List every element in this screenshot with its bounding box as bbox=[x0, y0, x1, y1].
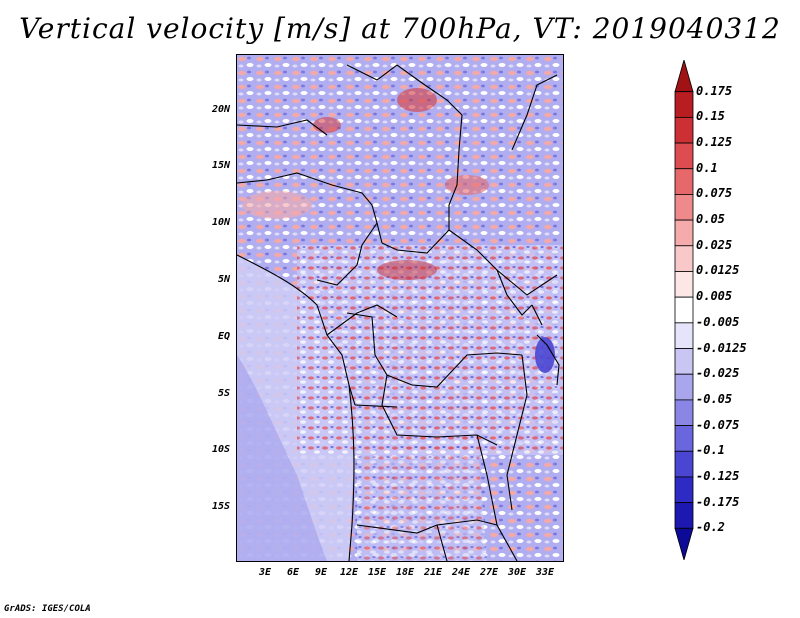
colorbar-label: -0.125 bbox=[696, 468, 740, 483]
colorbar-label: -0.0125 bbox=[696, 340, 747, 355]
colorbar-swatch bbox=[674, 271, 694, 298]
colorbar-top-arrow bbox=[674, 60, 694, 93]
colorbar-label: 0.15 bbox=[696, 109, 725, 124]
lat-label: 15S bbox=[211, 501, 230, 512]
colorbar-swatch bbox=[674, 168, 694, 195]
colorbar-label: 0.175 bbox=[696, 83, 733, 98]
colorbar-swatch bbox=[674, 194, 694, 221]
lon-label: 6E bbox=[286, 567, 300, 578]
colorbar-label: 0.05 bbox=[696, 212, 725, 227]
colorbar-label: 0.075 bbox=[696, 186, 733, 201]
lat-label: 10N bbox=[211, 217, 230, 228]
credit-text: GrADS: IGES/COLA bbox=[4, 604, 91, 614]
velocity-field bbox=[237, 55, 563, 561]
colorbar-swatch bbox=[674, 91, 694, 118]
lat-label: 15N bbox=[211, 160, 230, 171]
colorbar-bottom-arrow bbox=[674, 527, 694, 560]
lat-label: EQ bbox=[217, 331, 230, 342]
colorbar-label: 0.1 bbox=[696, 160, 718, 175]
colorbar-swatch bbox=[674, 296, 694, 324]
colorbar-swatch bbox=[674, 450, 694, 478]
colorbar-swatch bbox=[674, 399, 694, 426]
colorbar bbox=[674, 60, 694, 560]
colorbar-swatch bbox=[674, 142, 694, 170]
colorbar-swatch bbox=[674, 502, 694, 529]
colorbar-label: -0.075 bbox=[696, 417, 740, 432]
colorbar-label: -0.1 bbox=[696, 443, 725, 458]
colorbar-label: -0.025 bbox=[696, 366, 740, 381]
lon-label: 12E bbox=[339, 567, 359, 578]
colorbar-swatch bbox=[674, 322, 694, 349]
colorbar-label: 0.025 bbox=[696, 237, 733, 252]
country-boundaries bbox=[237, 64, 560, 561]
colorbar-swatch bbox=[674, 348, 694, 375]
lat-label: 20N bbox=[211, 104, 230, 115]
colorbar-label: 0.125 bbox=[696, 135, 733, 150]
lon-label: 27E bbox=[479, 567, 499, 578]
colorbar-swatch bbox=[674, 476, 694, 504]
colorbar-swatch bbox=[674, 373, 694, 401]
map-panel bbox=[236, 54, 564, 562]
lat-label: 5N bbox=[217, 274, 230, 285]
colorbar-label: -0.005 bbox=[696, 314, 740, 329]
colorbar-swatch bbox=[674, 116, 694, 144]
lon-label: 9E bbox=[314, 567, 328, 578]
lon-label: 15E bbox=[367, 567, 387, 578]
colorbar-label: 0.0125 bbox=[696, 263, 740, 278]
colorbar-label: 0.005 bbox=[696, 289, 733, 304]
lon-label: 24E bbox=[451, 567, 471, 578]
lat-label: 10S bbox=[211, 444, 230, 455]
chart-title: Vertical velocity [m/s] at 700hPa, VT: 2… bbox=[19, 12, 781, 45]
colorbar-swatch bbox=[674, 219, 694, 247]
colorbar-label: -0.175 bbox=[696, 494, 740, 509]
lon-label: 3E bbox=[258, 567, 272, 578]
colorbar-label: -0.05 bbox=[696, 391, 733, 406]
lat-label: 5S bbox=[217, 388, 230, 399]
colorbar-swatch bbox=[674, 245, 694, 272]
lon-label: 18E bbox=[395, 567, 415, 578]
lon-label: 21E bbox=[423, 567, 443, 578]
lon-label: 30E bbox=[507, 567, 527, 578]
colorbar-label: -0.2 bbox=[696, 520, 725, 535]
lon-label: 33E bbox=[535, 567, 555, 578]
colorbar-swatch bbox=[674, 425, 694, 452]
